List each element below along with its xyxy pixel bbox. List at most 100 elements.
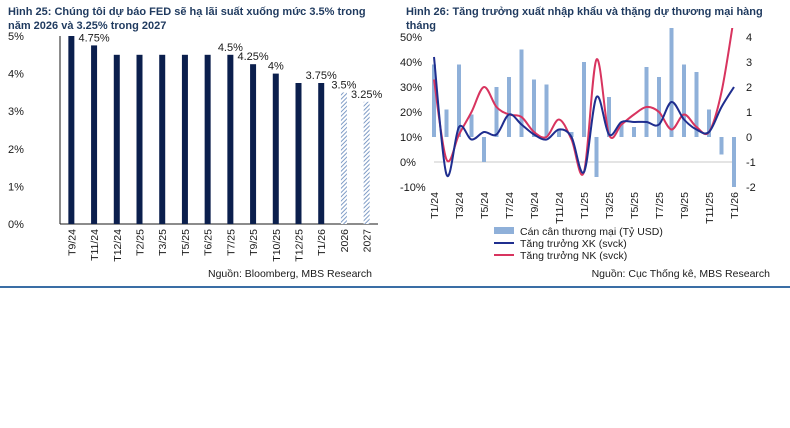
trade-balance-bar (432, 64, 436, 137)
x-tick-label: T7/24 (504, 192, 516, 219)
y-right-tick-label: 1 (746, 107, 752, 119)
bar (204, 54, 211, 224)
trade-balance-bar (607, 97, 611, 137)
y-right-tick-label: -1 (746, 157, 756, 169)
x-tick-label: T9/25 (679, 192, 691, 219)
export-growth-line (433, 56, 735, 178)
data-label: 4% (268, 61, 284, 73)
bar (181, 54, 188, 224)
x-tick-label: T12/25 (294, 229, 306, 262)
x-tick-label: T6/25 (203, 229, 215, 256)
y-tick-label: 1% (8, 181, 24, 193)
y-left-tick-label: 40% (400, 57, 422, 69)
x-tick-label: T3/25 (157, 229, 169, 256)
data-label: 4.25% (237, 51, 268, 63)
y-left-tick-label: -10% (400, 182, 426, 194)
bar (318, 83, 325, 224)
trade-balance-bar (732, 137, 736, 187)
figure-26: Hình 26: Tăng trưởng xuất nhập khẩu và t… (398, 0, 790, 290)
data-label: 4.75% (78, 32, 109, 44)
trade-balance-bar (569, 132, 574, 137)
trade-balance-bar (557, 129, 561, 137)
figure-25-source: Nguồn: Bloomberg, MBS Research (208, 268, 372, 280)
trade-balance-bar (494, 87, 499, 137)
data-label: 3.25% (351, 89, 382, 101)
trade-balance-bar (594, 137, 599, 177)
trade-balance-bar (719, 137, 724, 155)
x-tick-label: T10/25 (271, 229, 283, 262)
data-label: 3.75% (306, 70, 337, 82)
trade-balance-bar (632, 127, 636, 137)
trade-balance-bar (444, 109, 449, 137)
x-tick-label: T11/25 (704, 192, 716, 224)
bar (159, 54, 166, 224)
trade-balance-bar (532, 79, 536, 137)
bar (136, 54, 143, 224)
trade-balance-bar (457, 64, 461, 137)
figure-25: Hình 25: Chúng tôi dự báo FED sẽ hạ lãi … (0, 0, 392, 290)
trade-balance-bar (707, 109, 711, 137)
y-right-tick-label: 4 (746, 32, 752, 44)
x-tick-label: T9/24 (66, 229, 78, 256)
trade-balance-bar (507, 77, 511, 137)
x-tick-label: T1/26 (316, 229, 328, 256)
data-label: 3.5% (331, 79, 356, 91)
bar (272, 73, 279, 224)
trade-balance-bar (519, 49, 524, 137)
chart-25: 0% 1% 2% 3% 4% 5% T9/24 4.75% T11/24 T12/24 T2/25 T… (8, 31, 382, 262)
x-tick-label: T1/25 (579, 192, 591, 219)
y-left-tick-label: 50% (400, 32, 422, 44)
x-tick-label: T12/24 (112, 229, 124, 262)
bar (91, 45, 98, 225)
section-divider (0, 286, 790, 288)
legend-label: Cán cân thương mại (Tỷ USD) (520, 226, 663, 238)
y-right-tick-label: -2 (746, 182, 756, 194)
y-left-tick-label: 0% (400, 157, 416, 169)
figure-26-source: Nguồn: Cục Thống kê, MBS Research (591, 268, 770, 280)
x-tick-label: T1/24 (429, 192, 441, 219)
y-tick-label: 0% (8, 219, 24, 231)
trade-balance-bar (657, 77, 661, 137)
legend-label: Tăng trưởng XK (svck) (520, 238, 627, 250)
x-tick-label: T1/26 (729, 192, 741, 219)
y-left-tick-label: 20% (400, 107, 422, 119)
bar (295, 83, 302, 224)
bar (227, 54, 234, 224)
x-tick-label: T11/24 (89, 229, 101, 261)
trade-balance-bar (619, 122, 624, 137)
y-left-tick-label: 30% (400, 82, 422, 94)
x-tick-label: 2027 (362, 229, 374, 253)
y-left-tick-label: 10% (400, 132, 422, 144)
x-tick-label: T5/25 (180, 229, 192, 256)
trade-balance-bar (582, 62, 586, 137)
bar (113, 54, 120, 224)
bar (68, 36, 75, 224)
x-tick-label: 2026 (339, 229, 351, 253)
y-right-tick-label: 3 (746, 57, 752, 69)
x-tick-label: T3/25 (604, 192, 616, 219)
x-tick-label: T2/25 (135, 229, 147, 256)
x-tick-label: T9/25 (248, 229, 260, 256)
chart-26: -10% 0% 10% 20% 30% 40% 50% -2 -1 0 1 2 3 4 T1/24 T3/24… (400, 28, 756, 262)
bar (250, 64, 257, 224)
y-tick-label: 5% (8, 31, 24, 43)
x-tick-label: T11/24 (554, 192, 566, 224)
x-tick-label: T5/25 (629, 192, 641, 219)
forecast-bar (363, 101, 370, 224)
y-right-tick-label: 2 (746, 82, 752, 94)
y-right-tick-label: 0 (746, 132, 752, 144)
trade-balance-bar (669, 28, 674, 137)
figure-26-title: Hình 26: Tăng trưởng xuất nhập khẩu và t… (406, 6, 763, 32)
legend-swatch-trade-balance (494, 227, 514, 234)
x-tick-label: T9/24 (529, 192, 541, 219)
x-tick-label: T7/25 (225, 229, 237, 256)
trade-balance-bar (544, 84, 549, 137)
x-tick-label: T3/24 (454, 192, 466, 219)
trade-balance-bar (694, 72, 699, 137)
trade-balance-bar (482, 137, 486, 162)
trade-balance-bar (644, 67, 649, 137)
x-tick-label: T5/24 (479, 192, 491, 219)
figure-25-title: Hình 25: Chúng tôi dự báo FED sẽ hạ lãi … (8, 6, 366, 32)
data-label: 4.5% (218, 42, 243, 54)
y-tick-label: 2% (8, 144, 24, 156)
